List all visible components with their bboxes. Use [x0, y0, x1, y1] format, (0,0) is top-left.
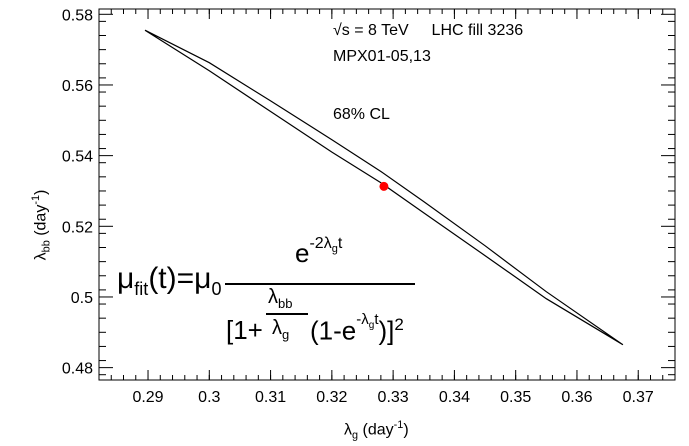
formula-den-exp-sub: g	[368, 320, 375, 331]
plot-frame	[98, 8, 676, 381]
formula-den-square: 2	[394, 315, 404, 334]
lhc-fill-label: LHC fill 3236	[431, 22, 524, 39]
formula-num-exp-sub: g	[331, 243, 338, 256]
x-title-sub: g	[352, 429, 359, 442]
formula-mu0: μ	[194, 262, 212, 295]
x-tick-label: 0.32	[316, 389, 347, 406]
formula-main-fraction-line	[225, 283, 415, 285]
formula-lambda-bb: λbb	[268, 286, 292, 311]
x-axis-ticks: 0.29 0.3 0.31 0.32 0.33 0.34 0.35 0.36 0.37	[98, 9, 676, 406]
x-title-unit-sup: -1	[393, 419, 404, 431]
y-tick-label: 0.5	[71, 290, 93, 307]
x-title-lambda: λ	[344, 421, 352, 439]
x-tick-label: 0.33	[378, 389, 409, 406]
y-tick-label: 0.58	[62, 7, 93, 24]
x-title-unit: (day	[358, 421, 394, 439]
formula-zero-sub: 0	[211, 279, 222, 299]
confidence-level-label: 68% CL	[333, 106, 390, 123]
formula-lambda-g-base: λ	[272, 317, 282, 339]
x-tick-label: 0.37	[623, 389, 654, 406]
y-tick-label: 0.48	[62, 361, 93, 378]
formula-lhs: μfit(t)=μ0	[117, 262, 221, 300]
formula-inner-fraction-line	[266, 313, 308, 315]
y-tick-label: 0.52	[62, 219, 93, 236]
x-axis-title: λg (day-1)	[344, 419, 409, 442]
formula-num-exp-t: t	[337, 235, 343, 253]
formula-fit-sub: fit	[134, 279, 149, 299]
x-tick-label: 0.35	[500, 389, 531, 406]
x-tick-label: 0.34	[439, 389, 470, 406]
formula-den-close: )]	[378, 315, 395, 346]
formula-numerator: e-2λgt	[295, 235, 343, 269]
formula-lhs-rest: (t)=	[148, 262, 195, 295]
formula-den-exp-t: t	[374, 311, 379, 328]
x-title-close: )	[403, 421, 409, 439]
formula-lambda-g-sub: g	[282, 327, 290, 342]
formula-den-mid-text: (1-e	[310, 315, 357, 346]
formula-den-open: [1+	[226, 315, 263, 345]
formula-mu: μ	[117, 262, 135, 295]
formula-den-exp: -λ	[356, 311, 369, 328]
x-tick-label: 0.31	[255, 389, 286, 406]
formula-num-exp: -2λ	[309, 235, 332, 253]
best-fit-point	[379, 181, 389, 191]
formula-lambda-bb-base: λ	[268, 286, 278, 308]
formula-den-mid: (1-e-λgt)]2	[310, 311, 404, 347]
x-tick-label: 0.36	[561, 389, 592, 406]
formula-lambda-bb-sub: bb	[278, 296, 293, 311]
formula-lambda-g: λg	[272, 317, 289, 342]
y-tick-label: 0.56	[62, 78, 93, 95]
y-axis-ticks: 0.48 0.5 0.52 0.54 0.56 0.58	[62, 7, 675, 378]
detector-label: MPX01-05,13	[333, 48, 431, 65]
sqrt-s-label: √s = 8 TeV	[333, 22, 409, 39]
energy-label: √s = 8 TeV LHC fill 3236	[333, 22, 523, 40]
x-tick-label: 0.3	[198, 389, 220, 406]
contour-68cl	[144, 29, 624, 346]
y-tick-label: 0.54	[62, 149, 93, 166]
x-tick-label: 0.29	[132, 389, 163, 406]
formula-num-e: e	[295, 238, 310, 268]
